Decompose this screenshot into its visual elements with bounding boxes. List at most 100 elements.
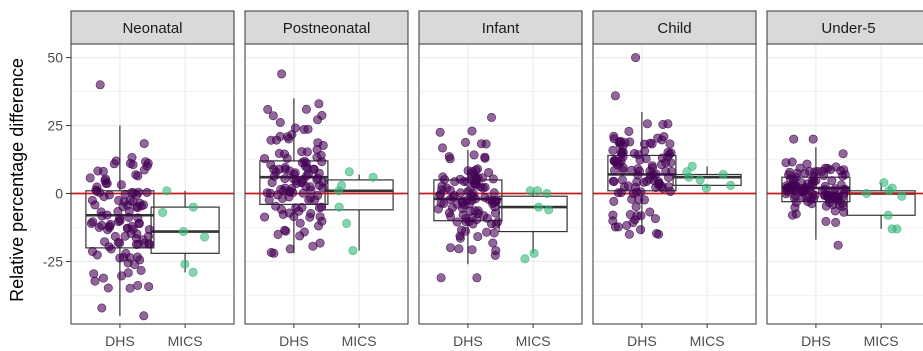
data-point [642, 119, 652, 129]
data-point [445, 243, 455, 253]
data-point [635, 155, 645, 165]
data-point [455, 233, 465, 243]
data-point [314, 99, 324, 109]
data-point [718, 170, 728, 180]
x-tick-label: DHS [279, 333, 309, 349]
data-point [542, 189, 552, 199]
data-point [804, 166, 814, 176]
data-point [608, 216, 618, 226]
data-point [434, 190, 444, 200]
data-point [266, 248, 276, 258]
data-point [467, 245, 477, 255]
data-point [312, 145, 322, 155]
data-point [139, 139, 149, 149]
panel-border [592, 43, 757, 325]
data-point [106, 244, 116, 254]
data-point [144, 239, 154, 249]
data-point [268, 111, 278, 121]
points-dhs [608, 53, 677, 239]
data-point [436, 273, 446, 283]
data-point [490, 197, 500, 207]
data-point [273, 229, 283, 239]
data-point [125, 253, 135, 263]
points-dhs [85, 80, 154, 321]
data-point [142, 187, 152, 197]
x-tick-label: MICS [690, 333, 725, 349]
data-point [625, 137, 635, 147]
x-tick-label: DHS [627, 333, 657, 349]
data-point [630, 182, 640, 192]
data-point [109, 159, 119, 169]
data-point [128, 160, 138, 170]
data-point [831, 217, 841, 227]
data-point [445, 194, 455, 204]
points-dhs [259, 69, 328, 258]
data-point [115, 216, 125, 226]
data-point [836, 180, 846, 190]
panel-border [244, 43, 409, 325]
data-point [85, 173, 95, 183]
data-point [337, 180, 347, 190]
data-point [280, 165, 290, 175]
data-point [452, 217, 462, 227]
data-point [478, 183, 488, 193]
data-point [789, 134, 799, 144]
data-point [435, 127, 445, 137]
data-point [295, 218, 305, 228]
data-point [266, 160, 276, 170]
facet-label: Child [657, 20, 691, 37]
data-point [657, 135, 667, 145]
data-point [316, 202, 326, 212]
data-point [290, 123, 300, 133]
data-point [291, 176, 301, 186]
facet-strip [592, 10, 757, 45]
data-point [879, 178, 889, 188]
x-tick-label: MICS [168, 333, 203, 349]
data-point [313, 221, 323, 231]
data-point [467, 126, 477, 136]
data-point [665, 139, 675, 149]
y-tick-label: -25 [43, 253, 63, 269]
box-iqr [846, 190, 916, 216]
data-point [883, 210, 893, 220]
data-point [95, 80, 105, 90]
data-point [488, 238, 498, 248]
data-point [544, 205, 554, 215]
data-point [306, 209, 316, 219]
data-point [489, 188, 499, 198]
data-point [89, 269, 99, 279]
data-point [624, 229, 634, 239]
data-point [440, 175, 450, 185]
data-point [128, 224, 138, 234]
data-point [783, 183, 793, 193]
points-dhs [781, 134, 851, 250]
data-point [489, 228, 499, 238]
data-point [695, 175, 705, 185]
data-point [162, 186, 172, 196]
data-point [490, 250, 500, 260]
data-point [781, 158, 791, 168]
data-point [473, 206, 483, 216]
data-point [664, 182, 674, 192]
y-axis: -25 0 25 50 [43, 50, 71, 269]
data-point [103, 283, 113, 293]
data-point [457, 196, 467, 206]
data-point [897, 191, 907, 201]
box-iqr [85, 190, 155, 249]
data-point [97, 220, 107, 230]
data-point [259, 154, 269, 164]
data-point [650, 214, 660, 224]
data-point [301, 104, 311, 114]
data-point [790, 203, 800, 213]
data-point [433, 204, 443, 214]
data-point [180, 259, 190, 269]
data-point [817, 186, 827, 196]
data-point [862, 189, 872, 199]
data-point [284, 187, 294, 197]
data-point [833, 191, 843, 201]
points-mics [682, 161, 736, 193]
data-point [486, 112, 496, 122]
data-point [277, 193, 287, 203]
data-point [310, 195, 320, 205]
panel-border [766, 43, 923, 325]
